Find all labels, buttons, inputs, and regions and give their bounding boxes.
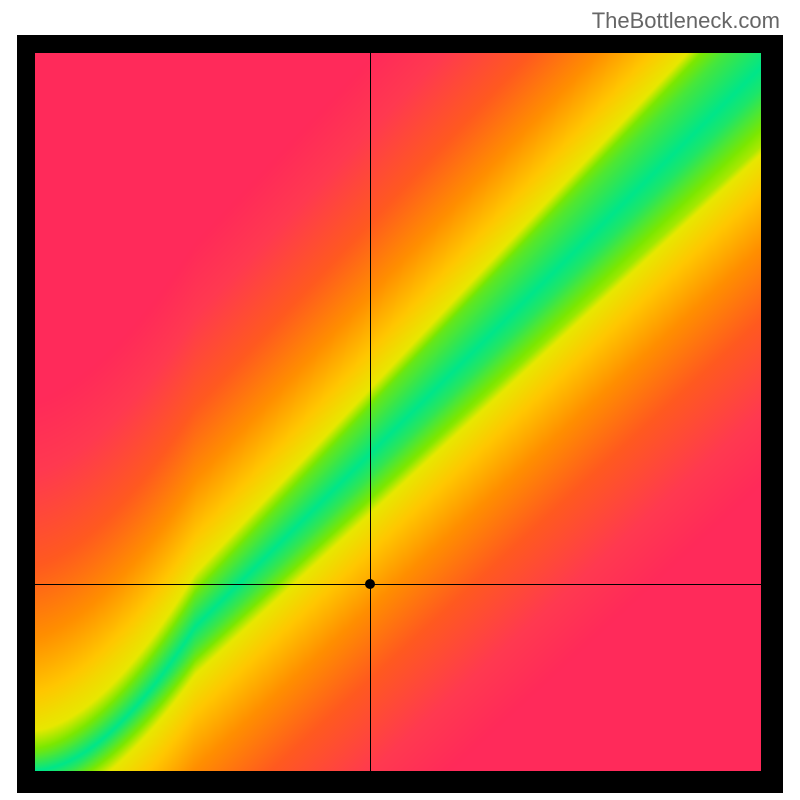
heatmap-canvas [35, 53, 761, 771]
crosshair-horizontal [35, 584, 761, 585]
watermark-text: TheBottleneck.com [592, 8, 780, 34]
crosshair-vertical [370, 53, 371, 771]
marker-dot [365, 579, 375, 589]
plot-area [35, 53, 761, 771]
chart-container: TheBottleneck.com [0, 0, 800, 800]
chart-frame [17, 35, 783, 793]
